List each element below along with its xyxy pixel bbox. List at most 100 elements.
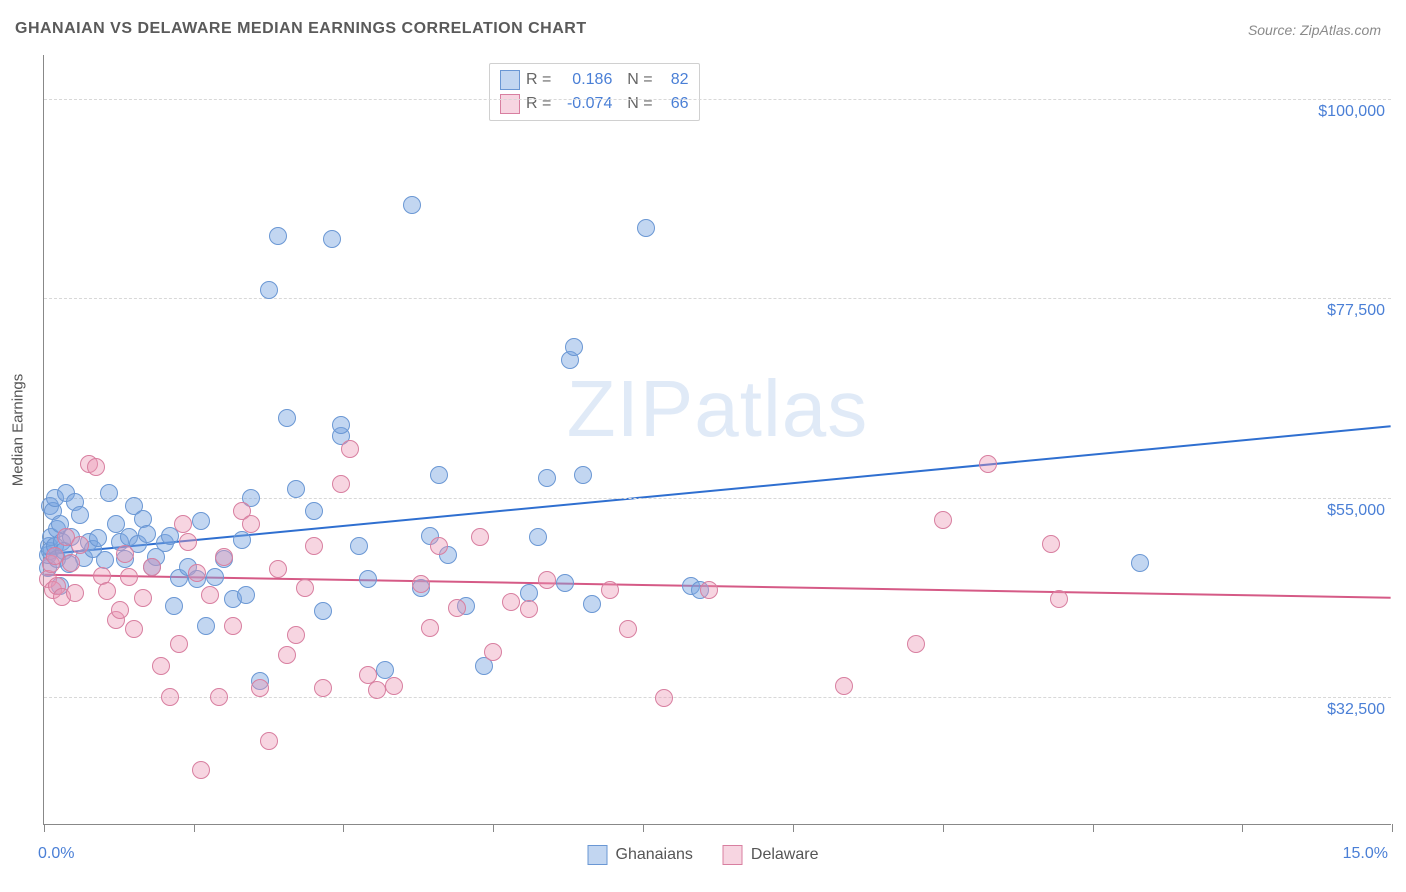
data-point [125, 620, 143, 638]
data-point [165, 597, 183, 615]
data-point [287, 626, 305, 644]
data-point [116, 545, 134, 563]
data-point [412, 575, 430, 593]
data-point [574, 466, 592, 484]
gridline [44, 99, 1391, 100]
data-point [332, 475, 350, 493]
x-tick [343, 824, 344, 832]
data-point [835, 677, 853, 695]
stats-legend-row: R = -0.074 N = 66 [500, 92, 689, 116]
data-point [430, 537, 448, 555]
stat-label: R = [526, 71, 551, 89]
data-point [907, 635, 925, 653]
data-point [484, 643, 502, 661]
data-point [71, 536, 89, 554]
data-point [233, 531, 251, 549]
data-point [269, 227, 287, 245]
data-point [260, 281, 278, 299]
swatch-icon [723, 845, 743, 865]
data-point [215, 548, 233, 566]
data-point [700, 581, 718, 599]
data-point [210, 688, 228, 706]
data-point [601, 581, 619, 599]
data-point [332, 416, 350, 434]
data-point [111, 601, 129, 619]
swatch-icon [500, 94, 520, 114]
data-point [556, 574, 574, 592]
data-point [529, 528, 547, 546]
legend-item: Delaware [723, 845, 819, 865]
data-point [979, 455, 997, 473]
x-tick [1392, 824, 1393, 832]
y-tick-label: $32,500 [1327, 701, 1385, 719]
data-point [71, 506, 89, 524]
swatch-icon [588, 845, 608, 865]
data-point [138, 525, 156, 543]
gridline [44, 298, 1391, 299]
data-point [87, 458, 105, 476]
data-point [237, 586, 255, 604]
data-point [120, 568, 138, 586]
data-point [161, 688, 179, 706]
source-attribution: Source: ZipAtlas.com [1248, 22, 1381, 38]
data-point [655, 689, 673, 707]
data-point [314, 602, 332, 620]
data-point [341, 440, 359, 458]
x-axis-min-label: 0.0% [38, 845, 74, 863]
scatter-plot: ZIPatlas R = 0.186 N = 82 R = -0.074 N =… [43, 55, 1391, 825]
data-point [134, 589, 152, 607]
legend-label: Delaware [751, 846, 819, 864]
data-point [96, 551, 114, 569]
data-point [89, 529, 107, 547]
legend-label: Ghanaians [616, 846, 693, 864]
data-point [350, 537, 368, 555]
stat-n-value: 82 [659, 71, 689, 89]
data-point [538, 571, 556, 589]
stat-label: R = [526, 95, 551, 113]
data-point [260, 732, 278, 750]
data-point [430, 466, 448, 484]
data-point [242, 515, 260, 533]
chart-title: GHANAIAN VS DELAWARE MEDIAN EARNINGS COR… [15, 20, 587, 38]
data-point [170, 635, 188, 653]
data-point [296, 579, 314, 597]
data-point [188, 564, 206, 582]
data-point [100, 484, 118, 502]
data-point [192, 512, 210, 530]
data-point [583, 595, 601, 613]
y-tick-label: $100,000 [1318, 103, 1385, 121]
stat-label: N = [618, 95, 652, 113]
data-point [305, 502, 323, 520]
data-point [278, 646, 296, 664]
data-point [152, 657, 170, 675]
data-point [1042, 535, 1060, 553]
data-point [934, 511, 952, 529]
data-point [538, 469, 556, 487]
watermark: ZIPatlas [567, 363, 868, 455]
data-point [287, 480, 305, 498]
stats-legend-row: R = 0.186 N = 82 [500, 68, 689, 92]
data-point [1131, 554, 1149, 572]
stat-r-value: 0.186 [557, 71, 612, 89]
data-point [305, 537, 323, 555]
x-tick [943, 824, 944, 832]
x-tick [44, 824, 45, 832]
data-point [421, 619, 439, 637]
data-point [520, 600, 538, 618]
data-point [502, 593, 520, 611]
data-point [98, 582, 116, 600]
x-tick [1093, 824, 1094, 832]
data-point [143, 558, 161, 576]
data-point [174, 515, 192, 533]
data-point [637, 219, 655, 237]
x-tick [493, 824, 494, 832]
data-point [471, 528, 489, 546]
x-tick [194, 824, 195, 832]
data-point [224, 617, 242, 635]
x-tick [643, 824, 644, 832]
data-point [385, 677, 403, 695]
legend-item: Ghanaians [588, 845, 693, 865]
data-point [192, 761, 210, 779]
data-point [66, 584, 84, 602]
data-point [206, 568, 224, 586]
